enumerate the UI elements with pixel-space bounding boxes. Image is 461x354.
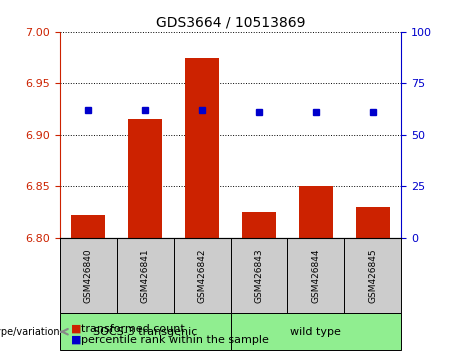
Text: GSM426845: GSM426845 xyxy=(368,248,377,303)
Text: GSM426842: GSM426842 xyxy=(198,248,207,303)
Bar xyxy=(344,238,401,313)
Bar xyxy=(71,215,106,238)
Text: GSM426841: GSM426841 xyxy=(141,248,150,303)
Bar xyxy=(230,238,287,313)
Text: ■: ■ xyxy=(71,324,82,333)
Title: GDS3664 / 10513869: GDS3664 / 10513869 xyxy=(156,15,305,29)
Text: GSM426843: GSM426843 xyxy=(254,248,263,303)
Text: transformed count: transformed count xyxy=(81,324,184,333)
Text: genotype/variation: genotype/variation xyxy=(0,327,60,337)
Bar xyxy=(185,58,219,238)
Bar xyxy=(128,120,162,238)
Bar xyxy=(117,238,174,313)
Bar xyxy=(230,313,401,350)
Bar xyxy=(60,313,230,350)
Bar xyxy=(174,238,230,313)
Text: percentile rank within the sample: percentile rank within the sample xyxy=(81,335,269,345)
Text: GSM426844: GSM426844 xyxy=(311,248,320,303)
Text: wild type: wild type xyxy=(290,327,341,337)
Bar xyxy=(299,187,333,238)
Text: GSM426840: GSM426840 xyxy=(84,248,93,303)
Bar xyxy=(242,212,276,238)
Bar xyxy=(287,238,344,313)
Text: ■: ■ xyxy=(71,335,82,345)
Text: SOCS-3 transgenic: SOCS-3 transgenic xyxy=(93,327,197,337)
Bar xyxy=(355,207,390,238)
Bar xyxy=(60,238,117,313)
